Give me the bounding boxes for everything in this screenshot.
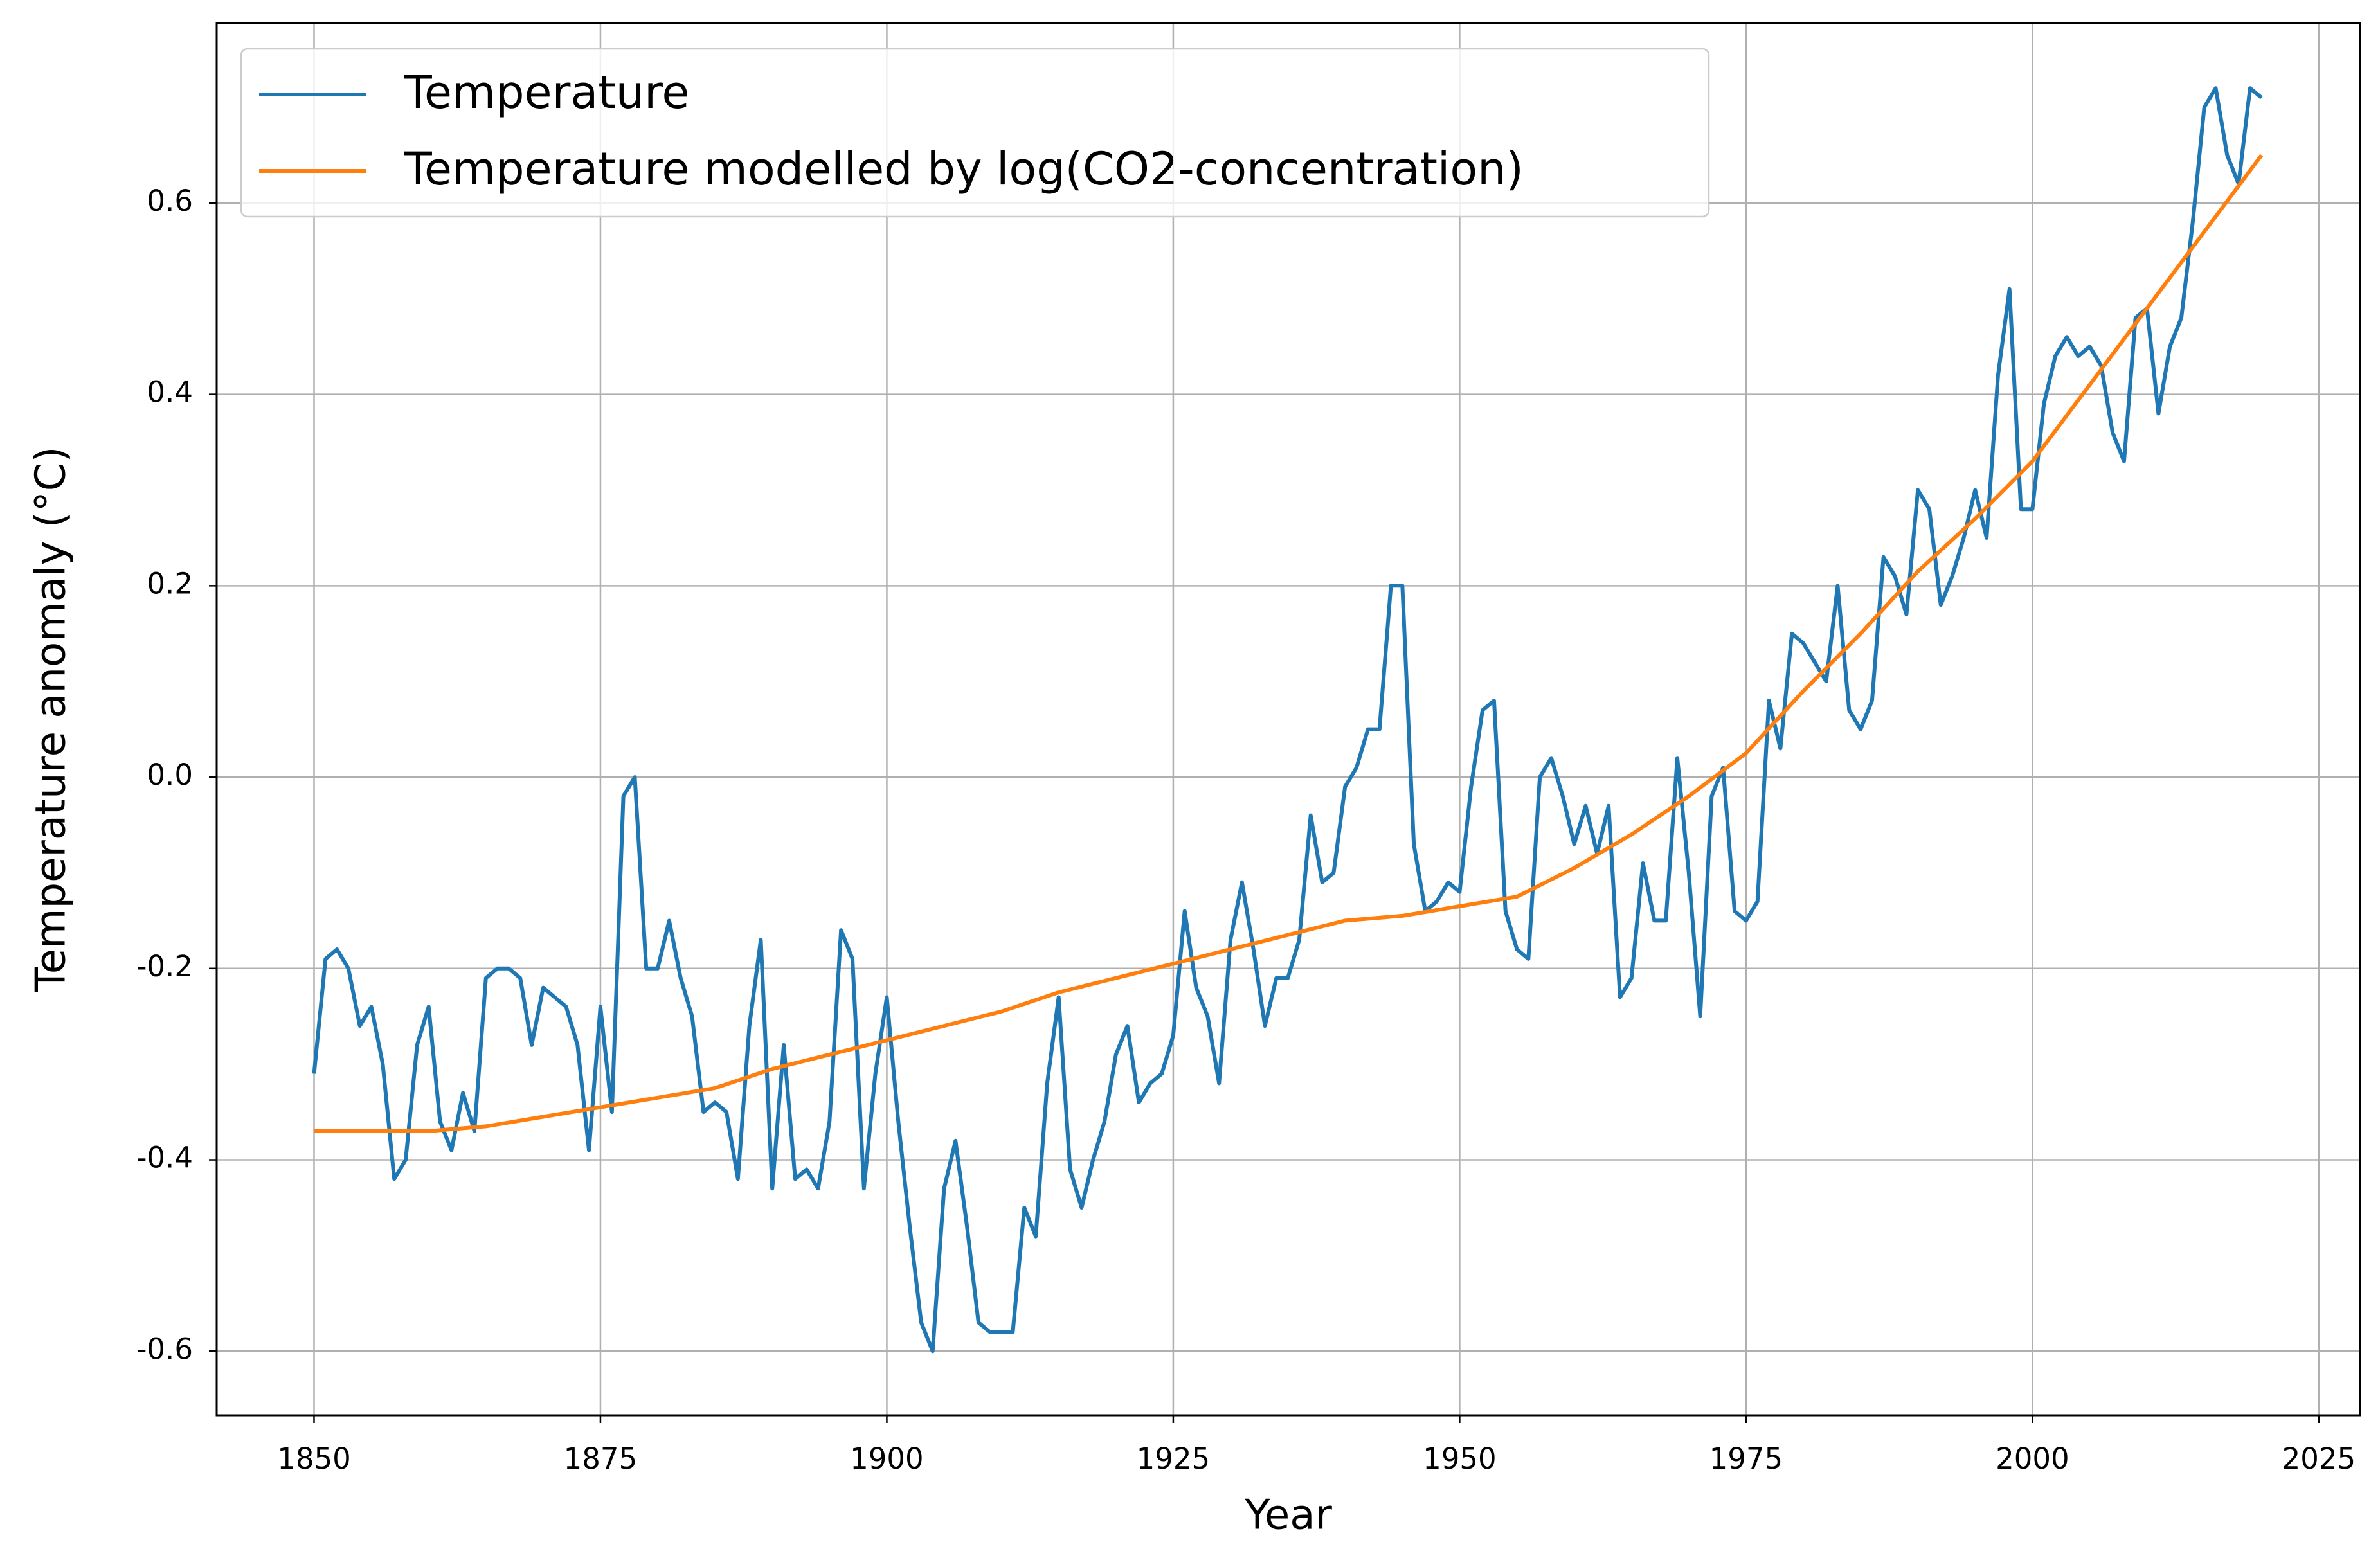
legend-label: Temperature modelled by log(CO2-concentr… [404, 143, 1524, 195]
x-tick-label: 1975 [1709, 1442, 1783, 1476]
series-line [314, 154, 2264, 1133]
series-line [312, 86, 2263, 1354]
x-tick-label: 2000 [1996, 1442, 2069, 1476]
y-tick-label: 0.0 [147, 758, 193, 792]
y-tick-label: -0.4 [136, 1141, 193, 1175]
ticks: 1850 1875 1900 1925 1950 1975 2000 2025 -0.6 -0.4… [136, 184, 2356, 1476]
x-axis-label: Year [1244, 1492, 1332, 1539]
grid [217, 23, 2360, 1415]
x-tick-label: 1850 [277, 1442, 351, 1476]
axes-frame [215, 22, 2361, 1417]
legend-label: Temperature [404, 66, 689, 119]
y-tick-label: 0.6 [147, 184, 193, 218]
legend: Temperature Temperature modelled by log(C… [240, 48, 1710, 218]
y-axis-label: Temperature anomaly (°C) [28, 447, 75, 993]
y-tick-label: 0.4 [147, 375, 193, 409]
x-tick-label: 1925 [1137, 1442, 1211, 1476]
x-tick-label: 1950 [1423, 1442, 1497, 1476]
x-tick-label: 1900 [850, 1442, 924, 1476]
x-tick-label: 2025 [2282, 1442, 2356, 1476]
legend-box [240, 48, 1710, 218]
y-tick-label: -0.2 [136, 949, 193, 983]
y-tick-label: -0.6 [136, 1332, 193, 1366]
plot-lines [312, 86, 2264, 1354]
y-tick-label: 0.2 [147, 566, 193, 600]
x-tick-label: 1875 [564, 1442, 638, 1476]
